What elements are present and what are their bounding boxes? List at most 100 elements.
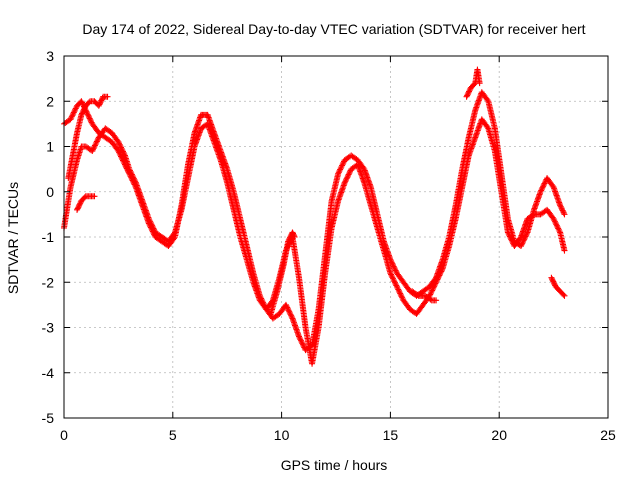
data-point [78, 111, 85, 118]
data-point [336, 167, 343, 174]
data-point [288, 314, 295, 321]
data-point [561, 292, 568, 299]
x-tick-label: 25 [600, 427, 616, 443]
data-point [86, 114, 93, 121]
data-point [335, 170, 342, 177]
data-point [70, 109, 77, 116]
data-point [390, 262, 397, 269]
data-point [92, 141, 99, 148]
data-point [520, 237, 527, 244]
data-point [548, 274, 555, 281]
data-point [149, 224, 156, 231]
data-point [343, 175, 350, 182]
data-point [541, 180, 548, 187]
data-point [551, 217, 558, 224]
data-point [521, 236, 528, 243]
data-point [392, 267, 399, 274]
data-point [476, 80, 483, 87]
data-point [466, 88, 473, 95]
data-point [556, 228, 563, 235]
data-point [335, 169, 342, 176]
data-point [283, 303, 290, 310]
data-point [119, 147, 126, 154]
data-point [342, 178, 349, 185]
data-point [345, 171, 352, 178]
data-point [337, 166, 344, 173]
data-point [464, 91, 471, 98]
data-point [506, 232, 513, 239]
data-point [540, 183, 547, 190]
data-point [507, 234, 514, 241]
data-point [537, 188, 544, 195]
series-track-c [65, 93, 111, 182]
y-tick-label: 2 [46, 93, 54, 109]
data-point [428, 288, 435, 295]
data-point [104, 93, 111, 100]
y-tick-label: -2 [42, 274, 55, 290]
data-point [131, 176, 138, 183]
data-point [79, 110, 86, 117]
data-point [340, 159, 347, 166]
data-point [79, 100, 86, 107]
data-point [118, 144, 125, 151]
data-point [555, 225, 562, 232]
data-point [93, 139, 100, 146]
y-tick-label: 1 [46, 139, 54, 155]
data-point [431, 283, 438, 290]
data-point [116, 140, 123, 147]
data-point [551, 281, 558, 288]
data-point [390, 275, 397, 282]
data-point [397, 290, 404, 297]
data-point [69, 112, 76, 119]
data-point [285, 238, 292, 245]
data-point [391, 266, 398, 273]
data-point [540, 181, 547, 188]
data-point [78, 98, 85, 105]
data-point [560, 208, 567, 215]
data-point [437, 269, 444, 276]
data-point [549, 276, 556, 283]
data-point [93, 138, 100, 145]
data-point [97, 98, 104, 105]
data-point [414, 291, 421, 298]
data-point [344, 174, 351, 181]
data-point [504, 229, 511, 236]
data-point [465, 89, 472, 96]
data-point [284, 304, 291, 311]
data-point [466, 87, 473, 94]
data-point [299, 340, 306, 347]
data-point [463, 93, 470, 100]
data-point [98, 96, 105, 103]
data-point [151, 226, 158, 233]
data-point [427, 296, 434, 303]
data-point [79, 99, 86, 106]
data-point [508, 237, 515, 244]
data-point [551, 218, 558, 225]
data-point [505, 230, 512, 237]
data-point [430, 284, 437, 291]
data-point [393, 283, 400, 290]
data-point [553, 222, 560, 229]
data-point [86, 115, 93, 122]
data-point [75, 204, 82, 211]
data-point [557, 202, 564, 209]
data-point [291, 234, 298, 240]
data-point [550, 279, 557, 286]
data-point [129, 172, 136, 179]
data-point [393, 282, 400, 289]
data-point [297, 337, 304, 344]
data-point [148, 221, 155, 228]
data-point [337, 165, 344, 172]
data-point [484, 124, 491, 131]
data-point [464, 92, 471, 99]
data-point [343, 176, 350, 183]
data-point [117, 143, 124, 150]
data-point [529, 212, 536, 219]
data-point [550, 215, 557, 222]
data-point [339, 162, 346, 169]
data-point [433, 277, 440, 284]
data-point [147, 218, 154, 225]
data-point [94, 137, 101, 144]
data-point [91, 193, 98, 200]
